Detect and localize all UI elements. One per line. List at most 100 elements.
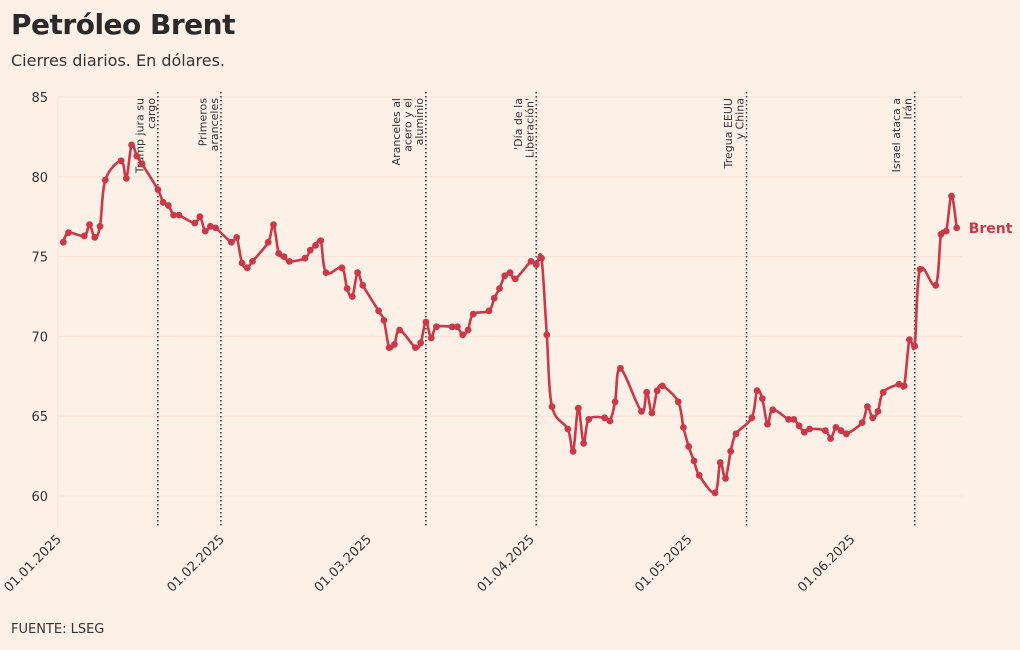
data-point [569, 447, 577, 455]
data-point [606, 417, 614, 425]
data-point [212, 224, 220, 232]
data-point [354, 269, 361, 276]
data-point [948, 192, 955, 200]
data-point [343, 285, 351, 292]
data-point [843, 430, 850, 438]
data-point [932, 281, 940, 289]
data-point [427, 334, 435, 342]
data-point [59, 238, 67, 246]
data-point [412, 344, 419, 351]
data-point [454, 323, 461, 331]
data-point [122, 175, 130, 182]
data-point [764, 420, 771, 428]
data-point [338, 264, 346, 272]
data-point [175, 211, 183, 219]
x-tick-label: 01.01.2025 [2, 532, 65, 595]
data-point [201, 227, 209, 235]
event-label: Israel ataca a [890, 98, 903, 172]
data-point [785, 416, 792, 423]
data-point [795, 422, 803, 430]
data-point [695, 471, 703, 479]
source-note: FUENTE: LSEG [11, 622, 105, 637]
data-point [832, 424, 840, 431]
event-label: Liberación' [523, 98, 536, 158]
event-label: Tregua EEUU [722, 98, 735, 169]
data-point [821, 427, 829, 434]
data-point [879, 388, 887, 396]
data-point [101, 176, 109, 184]
x-tick-label: 01.02.2025 [165, 532, 228, 595]
data-point [159, 198, 167, 206]
data-point [154, 186, 162, 194]
data-point [191, 219, 199, 227]
data-point [380, 317, 388, 324]
series-label-brent: Brent [969, 221, 1013, 237]
data-point [459, 331, 467, 339]
data-point [464, 326, 472, 334]
data-point [653, 387, 661, 395]
data-point [433, 323, 440, 331]
data-point [490, 294, 498, 302]
data-point [895, 380, 903, 388]
data-point [643, 388, 651, 396]
data-point [448, 323, 456, 331]
data-point [238, 259, 246, 267]
data-point [690, 457, 698, 465]
x-tick-label: 01.05.2025 [632, 532, 695, 595]
data-point [769, 406, 777, 414]
x-tick-label: 01.04.2025 [475, 532, 538, 595]
data-point [396, 326, 403, 334]
data-point [348, 293, 356, 300]
data-point [501, 272, 509, 280]
data-point [301, 254, 309, 262]
data-point [233, 234, 241, 241]
data-point [280, 253, 288, 260]
data-point [207, 222, 214, 230]
data-point [659, 382, 666, 390]
data-point [585, 416, 593, 423]
event-label: cargo [145, 98, 158, 129]
data-point [858, 419, 866, 426]
data-point [228, 238, 235, 246]
x-tick-label: 01.03.2025 [312, 532, 375, 595]
chart-title: Petróleo Brent [11, 8, 235, 41]
data-point [96, 222, 104, 230]
data-point [485, 307, 493, 315]
data-point [638, 408, 645, 415]
y-tick-label: 85 [31, 91, 48, 106]
data-point [117, 157, 125, 165]
data-point [317, 237, 325, 245]
data-point [65, 229, 72, 237]
data-point [496, 285, 503, 292]
data-point [170, 211, 178, 219]
data-point [285, 258, 293, 265]
chart-subtitle: Cierres diarios. En dólares. [11, 51, 225, 70]
data-point [275, 250, 283, 257]
data-point [375, 307, 382, 315]
data-point [732, 430, 740, 438]
data-point [790, 416, 798, 423]
data-point [900, 382, 908, 390]
data-point [322, 269, 330, 276]
data-point [80, 232, 88, 240]
event-label: y China [734, 98, 747, 139]
data-point [611, 398, 619, 406]
data-point [680, 424, 687, 431]
event-label: Primeros [196, 98, 209, 147]
event-label: aluminio [413, 98, 426, 146]
data-point [827, 435, 834, 442]
data-point [359, 281, 367, 289]
y-tick-label: 80 [31, 171, 48, 186]
y-tick-label: 65 [31, 410, 48, 425]
data-point [543, 331, 551, 339]
event-label: Aranceles al [390, 98, 403, 165]
data-point [312, 242, 319, 249]
data-point [837, 427, 845, 434]
data-point [758, 395, 766, 402]
event-label: aranceles [208, 98, 221, 152]
y-tick-label: 60 [31, 490, 48, 505]
data-point [716, 459, 724, 466]
data-point [532, 261, 540, 268]
y-tick-label: 70 [31, 330, 48, 345]
data-point [196, 213, 204, 221]
